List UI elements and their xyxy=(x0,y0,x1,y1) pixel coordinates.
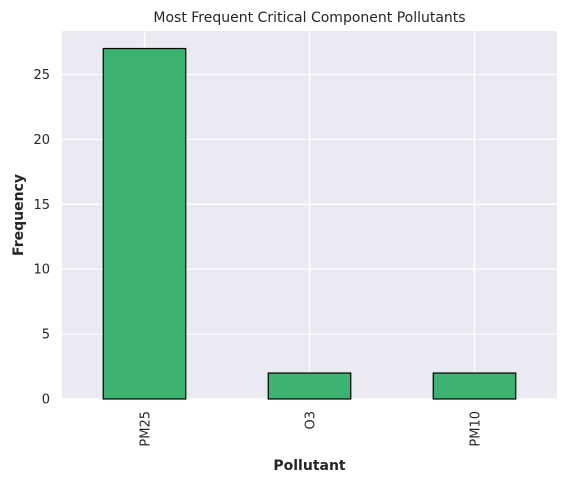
y-tick-label: 10 xyxy=(33,263,50,278)
x-tick-label-pm10: PM10 xyxy=(469,411,484,447)
x-tick-labels: PM25 O3 PM10 xyxy=(139,411,484,447)
bar-pm25 xyxy=(102,47,187,400)
x-tick-label-o3: O3 xyxy=(304,411,319,430)
bar-pm10 xyxy=(432,372,517,400)
chart-title: Most Frequent Critical Component Polluta… xyxy=(153,10,465,26)
y-tick-label: 25 xyxy=(33,68,50,83)
y-axis-title: Frequency xyxy=(11,174,27,256)
x-axis-title: Pollutant xyxy=(273,458,346,474)
y-tick-label: 20 xyxy=(33,133,50,148)
x-tick-label-pm25: PM25 xyxy=(139,411,154,447)
y-tick-label: 5 xyxy=(42,328,50,343)
bars-group xyxy=(102,47,517,400)
y-tick-labels: 0 5 10 15 20 25 xyxy=(33,68,50,408)
y-tick-label: 0 xyxy=(42,393,50,408)
bar-o3 xyxy=(267,372,352,400)
y-tick-label: 15 xyxy=(33,198,50,213)
